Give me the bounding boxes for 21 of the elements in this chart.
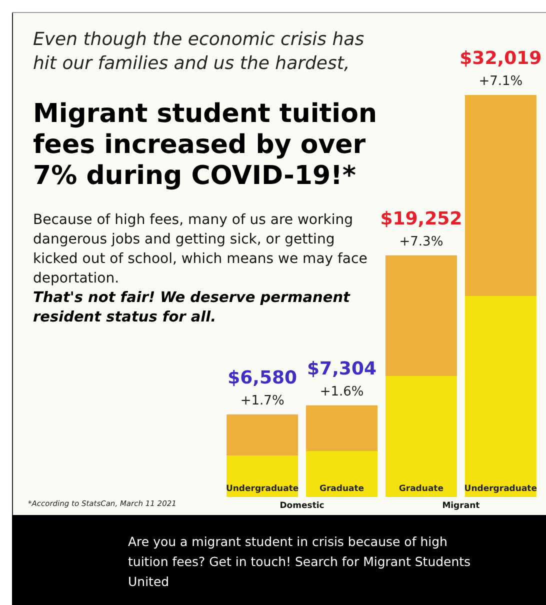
annotation: +7.3%: [399, 234, 444, 250]
text: Migrant student tuition fees increased by over 7% during COVID-19!*: [33, 99, 377, 191]
annotation: +1.7%: [240, 393, 284, 408]
x-tick-label: Graduate: [398, 484, 444, 494]
bar: [306, 405, 378, 497]
annotation: That's not fair! We deserve permanent resident status for all.: [33, 290, 352, 326]
text: Domestic: [280, 501, 324, 511]
data-label: $7,304: [307, 358, 377, 380]
text: Are you a migrant student in crisis because of high tuition fees? Get in touch! Search for Migrant Students United: [128, 534, 471, 589]
chart-subtitle: Even though the economic crisis has hit our families and us the hardest,: [33, 29, 364, 74]
annotation: +1.6%: [320, 384, 364, 400]
bar: [464, 95, 536, 497]
text: +7.1%: [478, 74, 523, 89]
data-label: $32,019: [460, 48, 542, 69]
bar: [385, 255, 457, 497]
data-label: $6,580: [228, 367, 298, 388]
annotation: Because of high fees, many of us are working dangerous jobs and getting sick, or getting kicked out of school, which means we may face deportation.: [33, 212, 368, 286]
text: Migrant: [442, 501, 480, 511]
bar: [226, 414, 298, 497]
x-tick-label: Graduate: [319, 484, 364, 494]
data-label: $19,252: [380, 208, 462, 230]
